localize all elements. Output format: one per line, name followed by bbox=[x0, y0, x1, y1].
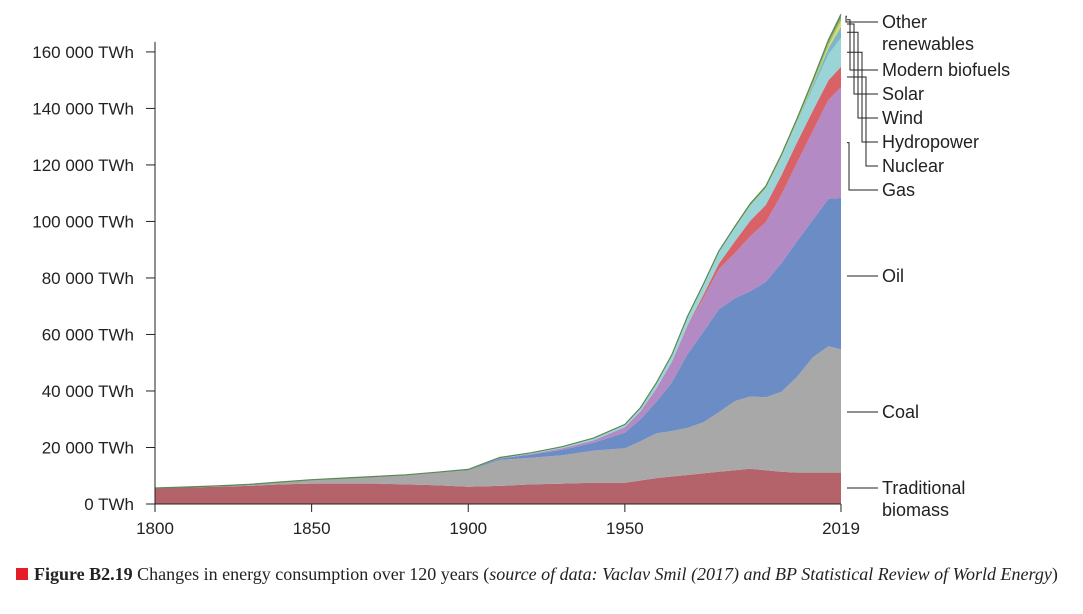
legend-label-traditional-biomass: Traditional biomass bbox=[882, 478, 965, 520]
legend-label-line: Wind bbox=[882, 108, 923, 128]
legend-label-coal: Coal bbox=[882, 402, 919, 422]
legend-label-other-renewables: Other renewables bbox=[882, 12, 974, 54]
leader-wind bbox=[847, 31, 878, 119]
legend-label-line: Gas bbox=[882, 180, 915, 200]
legend-label-line: renewables bbox=[882, 34, 974, 54]
figure-number: Figure B2.19 bbox=[34, 564, 133, 584]
legend-label-oil: Oil bbox=[882, 266, 904, 286]
legend-label-hydropower: Hydropower bbox=[882, 132, 979, 152]
y-tick-label: 60 000 TWh bbox=[42, 325, 134, 344]
figure-caption: Figure B2.19 Changes in energy consumpti… bbox=[16, 562, 1066, 586]
legend: Other renewables Modern biofuels Solar Wind H… bbox=[845, 12, 1010, 520]
area-oil bbox=[155, 197, 841, 488]
y-tick-label: 40 000 TWh bbox=[42, 382, 134, 401]
y-tick-label: 160 000 TWh bbox=[32, 43, 134, 62]
legend-label-solar: Solar bbox=[882, 84, 924, 104]
y-tick-label: 80 000 TWh bbox=[42, 269, 134, 288]
y-tick-label: 140 000 TWh bbox=[32, 99, 134, 118]
caption-source: source of data: Vaclav Smil (2017) and B… bbox=[489, 564, 1052, 584]
leader-gas bbox=[847, 142, 878, 191]
total-outline bbox=[154, 13, 842, 489]
legend-label-line: Coal bbox=[882, 402, 919, 422]
legend-label-line: Other bbox=[882, 12, 927, 32]
caption-marker-icon bbox=[16, 568, 28, 580]
legend-label-line: Solar bbox=[882, 84, 924, 104]
legend-label-gas: Gas bbox=[882, 180, 915, 200]
y-tick-label: 0 TWh bbox=[84, 495, 134, 514]
x-tick-label: 1850 bbox=[293, 519, 331, 538]
leader-hydropower bbox=[847, 51, 878, 143]
legend-label-line: Hydropower bbox=[882, 132, 979, 152]
legend-label-nuclear: Nuclear bbox=[882, 156, 944, 176]
legend-label-line: Nuclear bbox=[882, 156, 944, 176]
leader-nuclear bbox=[847, 76, 878, 167]
y-tick-label: 20 000 TWh bbox=[42, 438, 134, 457]
y-tick-label: 100 000 TWh bbox=[32, 212, 134, 231]
x-tick-label: 1950 bbox=[606, 519, 644, 538]
x-tick-label: 1900 bbox=[449, 519, 487, 538]
leader-modern-biofuels bbox=[847, 19, 878, 71]
y-tick-label: 120 000 TWh bbox=[32, 156, 134, 175]
x-tick-label: 1800 bbox=[136, 519, 174, 538]
area-layer bbox=[154, 13, 842, 504]
axes: 0 TWh 20 000 TWh 40 000 TWh 60 000 TWh 80 00… bbox=[32, 41, 860, 538]
x-tick-label: 2019 bbox=[822, 519, 860, 538]
area-coal bbox=[155, 346, 841, 489]
legend-label-line: Modern biofuels bbox=[882, 60, 1010, 80]
legend-label-modern-biofuels: Modern biofuels bbox=[882, 60, 1010, 80]
caption-text: Changes in energy consumption over 120 y… bbox=[132, 564, 490, 584]
legend-label-wind: Wind bbox=[882, 108, 923, 128]
leader-other-renewables bbox=[845, 15, 878, 23]
area-traditional-biomass bbox=[155, 468, 841, 504]
stacked-area-chart: 0 TWh 20 000 TWh 40 000 TWh 60 000 TWh 80 00… bbox=[32, 12, 1010, 538]
legend-label-line: biomass bbox=[882, 500, 949, 520]
legend-label-line: Traditional bbox=[882, 478, 965, 498]
caption-close: ) bbox=[1051, 564, 1058, 584]
legend-label-line: Oil bbox=[882, 266, 904, 286]
